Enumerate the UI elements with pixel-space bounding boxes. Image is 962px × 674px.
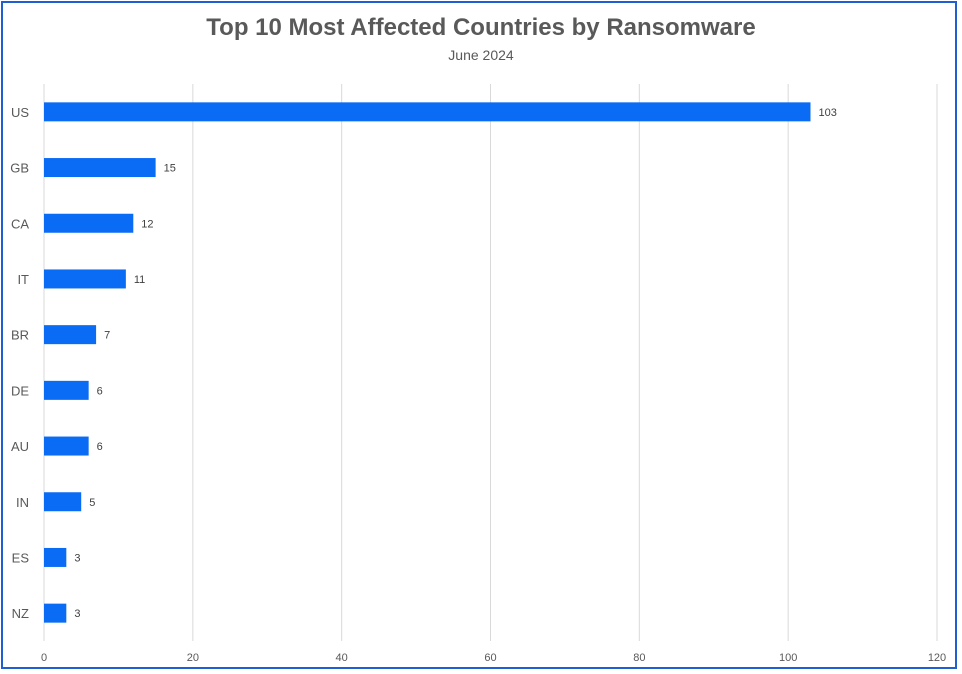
bar (44, 325, 97, 345)
category-label: CA (11, 216, 29, 231)
bar (44, 158, 156, 178)
bar (44, 213, 134, 233)
data-label: 15 (164, 163, 176, 175)
x-tick-label: 20 (187, 652, 199, 664)
bar (44, 603, 67, 623)
data-label: 6 (97, 441, 103, 453)
category-label: IN (16, 495, 29, 510)
category-label: BR (11, 328, 29, 343)
bar (44, 269, 126, 289)
x-tick-label: 80 (633, 652, 645, 664)
data-label: 5 (89, 497, 95, 509)
x-tick-label: 0 (41, 652, 47, 664)
category-label: DE (11, 383, 29, 398)
x-tick-label: 100 (779, 652, 797, 664)
x-tick-label: 60 (484, 652, 496, 664)
bar (44, 436, 89, 456)
bar (44, 492, 82, 512)
bar (44, 102, 811, 122)
x-tick-label: 40 (336, 652, 348, 664)
chart-title: Top 10 Most Affected Countries by Ransom… (206, 14, 756, 41)
data-label: 6 (97, 385, 103, 397)
x-tick-label: 120 (928, 652, 946, 664)
category-label: AU (11, 439, 29, 454)
data-label: 3 (74, 608, 80, 620)
bar (44, 380, 89, 400)
data-label: 11 (134, 274, 145, 286)
category-label: US (11, 105, 29, 120)
chart-subtitle: June 2024 (448, 47, 514, 63)
bar (44, 547, 67, 567)
data-label: 12 (141, 218, 153, 230)
category-label: ES (12, 550, 30, 565)
data-label: 3 (74, 552, 80, 564)
data-label: 7 (104, 330, 110, 342)
category-label: NZ (12, 606, 29, 621)
data-label: 103 (818, 107, 836, 119)
category-label: IT (17, 272, 29, 287)
category-label: GB (10, 161, 29, 176)
